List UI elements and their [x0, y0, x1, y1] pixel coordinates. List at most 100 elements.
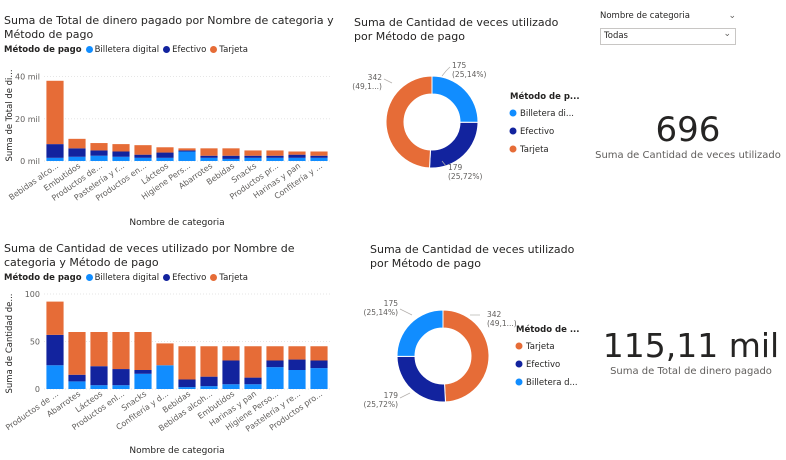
donut-legend-item: Billetera di...: [520, 109, 574, 119]
bar-segment: [156, 343, 174, 366]
donut-data-label: (25,14%): [364, 308, 399, 317]
bar-segment: [134, 157, 152, 161]
bar-segment: [288, 157, 306, 161]
bar-segment: [200, 376, 218, 387]
card-total[interactable]: 115,11 mil Suma de Total de dinero pagad…: [596, 326, 786, 396]
bar-segment: [134, 370, 152, 374]
legend-item-billetera[interactable]: Billetera digital: [85, 45, 159, 55]
bar-segment: [244, 346, 262, 378]
legend-item-efectivo[interactable]: Efectivo: [163, 273, 206, 283]
bar-segment: [244, 377, 262, 385]
donut-chart-1[interactable]: Suma de Cantidad de veces utilizado por …: [354, 16, 584, 186]
y-tick-label: 20 mil: [15, 115, 40, 124]
bar-segment: [310, 346, 328, 361]
leader-line: [441, 66, 451, 77]
bar-segment: [310, 360, 328, 369]
bar-segment: [288, 370, 306, 389]
donut-data-label: 179: [448, 163, 463, 172]
bar-segment: [222, 155, 240, 159]
bar-segment: [222, 158, 240, 161]
y-axis-title: Suma de Total de di...: [5, 69, 15, 161]
donut1-title: Suma de Cantidad de veces utilizado por …: [354, 16, 559, 43]
bar-segment: [134, 154, 152, 158]
donut-data-label: 342: [487, 310, 502, 319]
donut2-plot: 342(49,1...) 179(25,72%) 175(25,14%) Método…: [364, 299, 580, 409]
bar-segment: [310, 155, 328, 158]
bar-segment: [178, 346, 196, 380]
chevron-down-icon[interactable]: ⌄: [728, 11, 736, 21]
bar-segment: [244, 384, 262, 389]
bar-segment: [244, 157, 262, 161]
bar-segment: [90, 385, 108, 389]
donut-legend-item: Billetera d...: [526, 378, 578, 388]
card1-label: Suma de Cantidad de veces utilizado: [595, 150, 781, 161]
bar-segment: [222, 360, 240, 385]
bar-segment: [178, 151, 196, 161]
bar-segment: [222, 384, 240, 389]
legend-item-efectivo[interactable]: Efectivo: [163, 45, 206, 55]
bar-segment: [46, 157, 64, 161]
leader-line: [399, 308, 413, 316]
legend-item-billetera[interactable]: Billetera digital: [85, 273, 159, 283]
donut-legend-title: Método de ...: [516, 324, 580, 335]
slicer-selected-value: Todas: [604, 31, 628, 41]
bar-segment: [178, 150, 196, 152]
bar-segment: [222, 346, 240, 361]
bar-segment: [288, 359, 306, 370]
donut-legend-item: Efectivo: [520, 127, 554, 137]
donut-legend-item: Tarjeta: [519, 145, 549, 155]
bar-segment: [112, 385, 130, 389]
legend-item-tarjeta[interactable]: Tarjeta: [210, 273, 248, 283]
bar-segment: [266, 150, 284, 156]
y-tick-label: 0 mil: [20, 157, 40, 166]
bar-segment: [46, 144, 64, 158]
bar2-legend-title: Método de pago: [4, 273, 82, 283]
bar-segment: [222, 148, 240, 156]
bar-chart-cantidad[interactable]: Suma de Cantidad de veces utilizado por …: [4, 242, 344, 460]
slicer-dropdown[interactable]: Todas ⌄: [600, 28, 736, 45]
bar-segment: [134, 332, 152, 370]
bar-segment: [266, 346, 284, 361]
bar-segment: [200, 157, 218, 161]
bar-segment: [200, 346, 218, 377]
bar-segment: [178, 387, 196, 389]
bar-segment: [46, 365, 64, 389]
bar-segment: [244, 155, 262, 158]
bar-segment: [112, 144, 130, 152]
bar-segment: [112, 369, 130, 386]
bar-segment: [200, 155, 218, 158]
donut-data-label: (25,14%): [452, 70, 487, 79]
bar-segment: [156, 157, 174, 161]
bar-segment: [200, 148, 218, 156]
card-cantidad[interactable]: 696 Suma de Cantidad de veces utilizado: [590, 110, 786, 180]
legend-item-tarjeta[interactable]: Tarjeta: [210, 45, 248, 55]
donut-legend-title: Método de p...: [510, 91, 580, 102]
bar-segment: [46, 301, 64, 335]
legend-marker: [515, 342, 523, 350]
legend-marker: [509, 145, 517, 153]
bar-segment: [310, 157, 328, 161]
bar-segment: [112, 332, 130, 370]
bar2-title: Suma de Cantidad de veces utilizado por …: [4, 242, 295, 269]
bar-segment: [266, 360, 284, 368]
x-axis-title: Nombre de categoria: [129, 446, 224, 456]
bar-segment: [90, 366, 108, 386]
bar-chart-total-dinero[interactable]: Suma de Total de dinero pagado por Nombr…: [4, 14, 344, 232]
bar-segment: [46, 334, 64, 366]
donut-chart-2[interactable]: Suma de Cantidad de veces utilizado por …: [370, 243, 590, 283]
x-axis-title: Nombre de categoria: [129, 218, 224, 228]
donut-data-label: 342: [368, 73, 383, 82]
card1-value: 696: [655, 110, 721, 150]
donut1-plot: 175(25,14%) 179(25,72%) 342(49,1...) Método…: [352, 61, 580, 181]
category-slicer[interactable]: Nombre de categoria ⌄ Todas ⌄: [600, 8, 736, 45]
slicer-title: Nombre de categoria: [600, 11, 690, 21]
chevron-down-icon: ⌄: [723, 29, 731, 39]
bar-segment: [266, 155, 284, 158]
bar1-legend: Método de pago Billetera digital Efectiv…: [4, 45, 344, 55]
y-tick-label: 50: [30, 338, 40, 347]
bar-segment: [156, 147, 174, 153]
bar-segment: [200, 386, 218, 389]
bar1-title: Suma de Total de dinero pagado por Nombr…: [4, 14, 334, 41]
